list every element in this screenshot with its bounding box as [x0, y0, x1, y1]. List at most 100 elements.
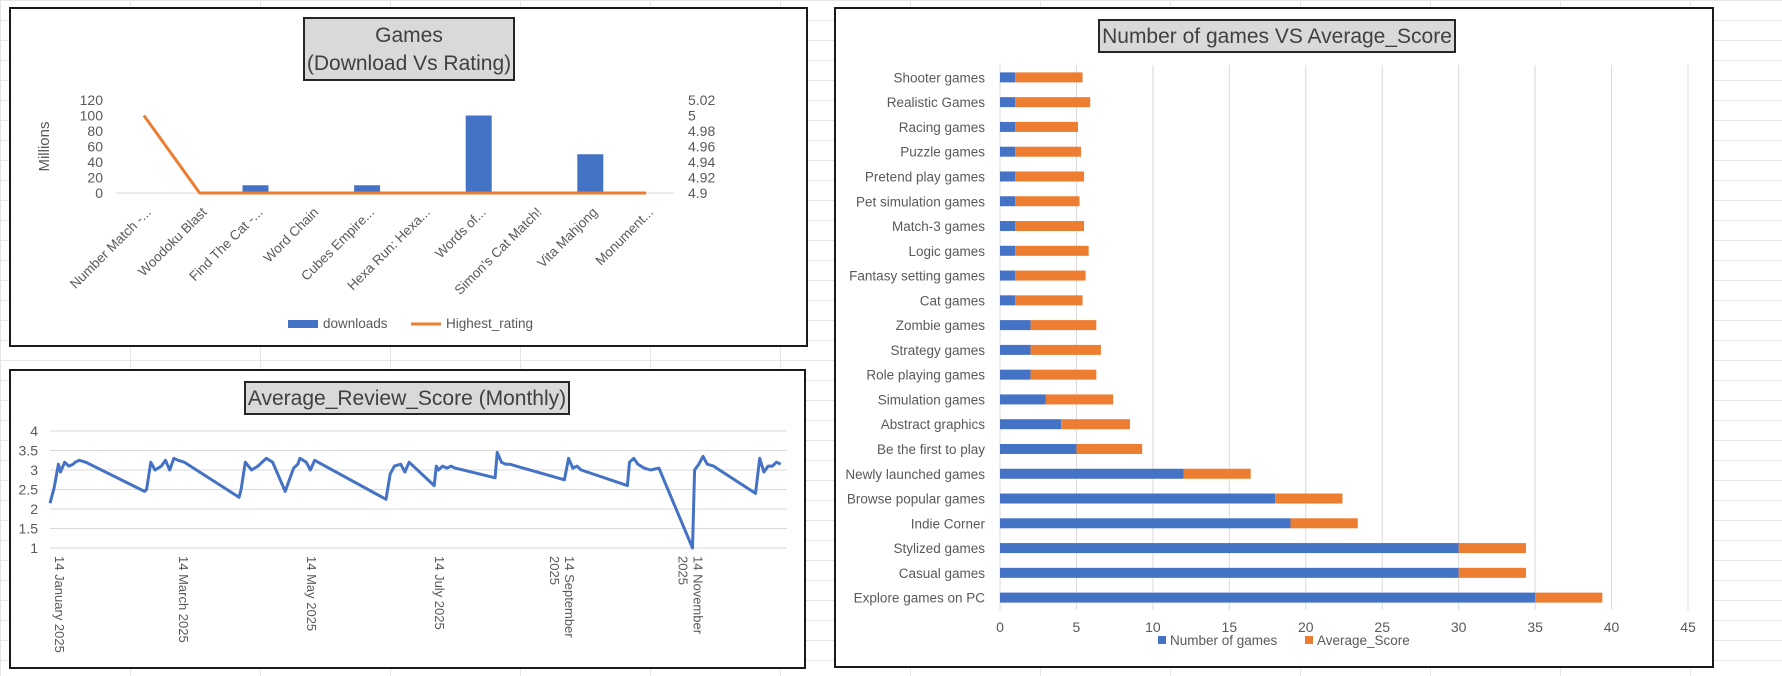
category-label: Shooter games — [893, 70, 985, 85]
y-axis-tick-label: 3.5 — [19, 443, 39, 459]
average-score-bar — [1015, 171, 1085, 182]
highest-rating-line — [142, 114, 647, 195]
x-axis-tick-label: 40 — [1604, 619, 1620, 635]
number-of-games-bar — [1000, 97, 1016, 108]
x-axis-tick-label: 35 — [1527, 619, 1543, 635]
left-axis-tick-label: 80 — [87, 123, 103, 139]
category-label: Zombie games — [896, 318, 986, 333]
category-label: Vita Mahjong — [534, 205, 600, 271]
genre-chart-svg: 0 5 10 15 20 25 30 35 40 45 Shooter games Realistic… — [845, 65, 1696, 648]
left-axis-tick-label: 0 — [95, 185, 103, 201]
average-score-bar — [1015, 245, 1089, 256]
y-axis-tick-label: 3 — [30, 462, 38, 478]
games-chart-title: Games (Download Vs Rating) — [303, 17, 515, 81]
category-label: Words of... — [432, 205, 489, 262]
x-axis-tick-label: 30 — [1451, 619, 1467, 635]
category-label: Be the first to play — [877, 442, 985, 457]
left-axis-title: Millions — [36, 121, 53, 171]
x-axis-tick-label: 0 — [996, 619, 1004, 635]
x-axis-tick-label: 14 November2025 — [675, 556, 705, 635]
right-axis-tick-label: 4.9 — [688, 185, 708, 201]
number-of-games-bar — [1000, 543, 1459, 554]
y-axis-tick-label: 1.5 — [19, 521, 39, 537]
right-axis-tick-label: 5.02 — [688, 92, 715, 108]
number-of-games-bar — [1000, 245, 1016, 256]
category-label: Word Chain — [261, 205, 322, 266]
average-score-bar — [1458, 543, 1526, 554]
number-of-games-bar — [1000, 171, 1016, 182]
average-score-bar — [1015, 72, 1083, 83]
x-axis-tick-label: 14 May 2025 — [304, 556, 319, 631]
category-label: Fantasy setting games — [849, 269, 985, 284]
legend-swatch-number-of-games — [1158, 636, 1166, 644]
average-score-bar — [1015, 295, 1083, 306]
genre-chart-title: Number of games VS Average_Score — [1098, 19, 1456, 53]
left-axis-tick-label: 20 — [87, 170, 103, 186]
number-of-games-bar — [1000, 468, 1184, 479]
category-label: Logic games — [908, 244, 985, 259]
downloads-bar — [242, 185, 269, 193]
category-label: Monument... — [593, 205, 657, 269]
average-score-bar — [1015, 146, 1082, 157]
y-axis-tick-label: 4 — [30, 423, 38, 439]
category-label: Pretend play games — [865, 169, 985, 184]
number-of-games-bar — [1000, 419, 1062, 430]
category-label: Strategy games — [890, 343, 985, 358]
review-score-chart-panel: Average_Review_Score (Monthly) 4 3.5 3 2.5 2… — [9, 369, 806, 669]
category-label: Simulation games — [878, 392, 986, 407]
right-axis-tick-label: 5 — [688, 108, 696, 124]
category-label: Realistic Games — [887, 95, 986, 110]
downloads-bar — [465, 115, 492, 193]
y-axis-tick-label: 2.5 — [19, 482, 39, 498]
x-axis-tick-label: 20 — [1298, 619, 1314, 635]
category-label: Stylized games — [893, 541, 985, 556]
right-axis-tick-label: 4.98 — [688, 123, 715, 139]
average-score-bar — [1015, 121, 1078, 132]
review-score-line — [48, 450, 782, 550]
average-score-bar — [1015, 221, 1085, 232]
games-chart-panel: Games (Download Vs Rating) 120 100 80 60 40 2… — [9, 7, 808, 347]
category-label: Pet simulation games — [856, 194, 985, 209]
downloads-bar — [354, 185, 381, 193]
average-score-bar — [1061, 419, 1130, 430]
genre-chart-panel: Number of games VS Average_Score 0 5 10 15 2… — [834, 7, 1714, 668]
number-of-games-bar — [1000, 443, 1077, 454]
games-chart-subtitle: (Download Vs Rating) — [306, 52, 512, 75]
category-label: Abstract graphics — [881, 417, 986, 432]
downloads-bar — [577, 154, 604, 193]
number-of-games-bar — [1000, 72, 1016, 83]
category-label: Indie Corner — [911, 516, 986, 531]
number-of-games-bar — [1000, 369, 1031, 380]
x-axis-tick-label: 15 — [1222, 619, 1238, 635]
average-score-bar — [1045, 394, 1114, 405]
number-of-games-bar — [1000, 121, 1016, 132]
average-score-bar — [1015, 270, 1086, 281]
number-of-games-bar — [1000, 493, 1276, 504]
category-label: Puzzle games — [900, 145, 985, 160]
category-label: Newly launched games — [845, 467, 985, 482]
left-axis-tick-label: 120 — [80, 92, 104, 108]
average-score-bar — [1183, 468, 1251, 479]
games-chart-title-line: Games — [375, 24, 443, 47]
average-score-bar — [1535, 592, 1603, 603]
right-axis-tick-label: 4.94 — [688, 154, 715, 170]
category-label: Casual games — [899, 566, 986, 581]
number-of-games-bar — [1000, 146, 1016, 157]
average-score-bar — [1290, 518, 1358, 529]
number-of-games-bar — [1000, 394, 1046, 405]
left-axis-tick-label: 60 — [87, 139, 103, 155]
category-label: Racing games — [899, 120, 986, 135]
number-of-games-bar — [1000, 592, 1536, 603]
number-of-games-bar — [1000, 221, 1016, 232]
legend-swatch-downloads — [288, 320, 318, 328]
number-of-games-bar — [1000, 518, 1291, 529]
review-score-chart-svg: 4 3.5 3 2.5 2 1.5 1 14 January 2025 14 March 202… — [19, 423, 787, 653]
x-axis-tick-label: 10 — [1145, 619, 1161, 635]
category-label: Role playing games — [866, 368, 985, 383]
legend-swatch-average-score — [1305, 636, 1313, 644]
number-of-games-bar — [1000, 295, 1016, 306]
category-label: Cat games — [920, 293, 986, 308]
x-axis-tick-label: 14 July 2025 — [432, 556, 447, 630]
average-score-bar — [1076, 443, 1143, 454]
